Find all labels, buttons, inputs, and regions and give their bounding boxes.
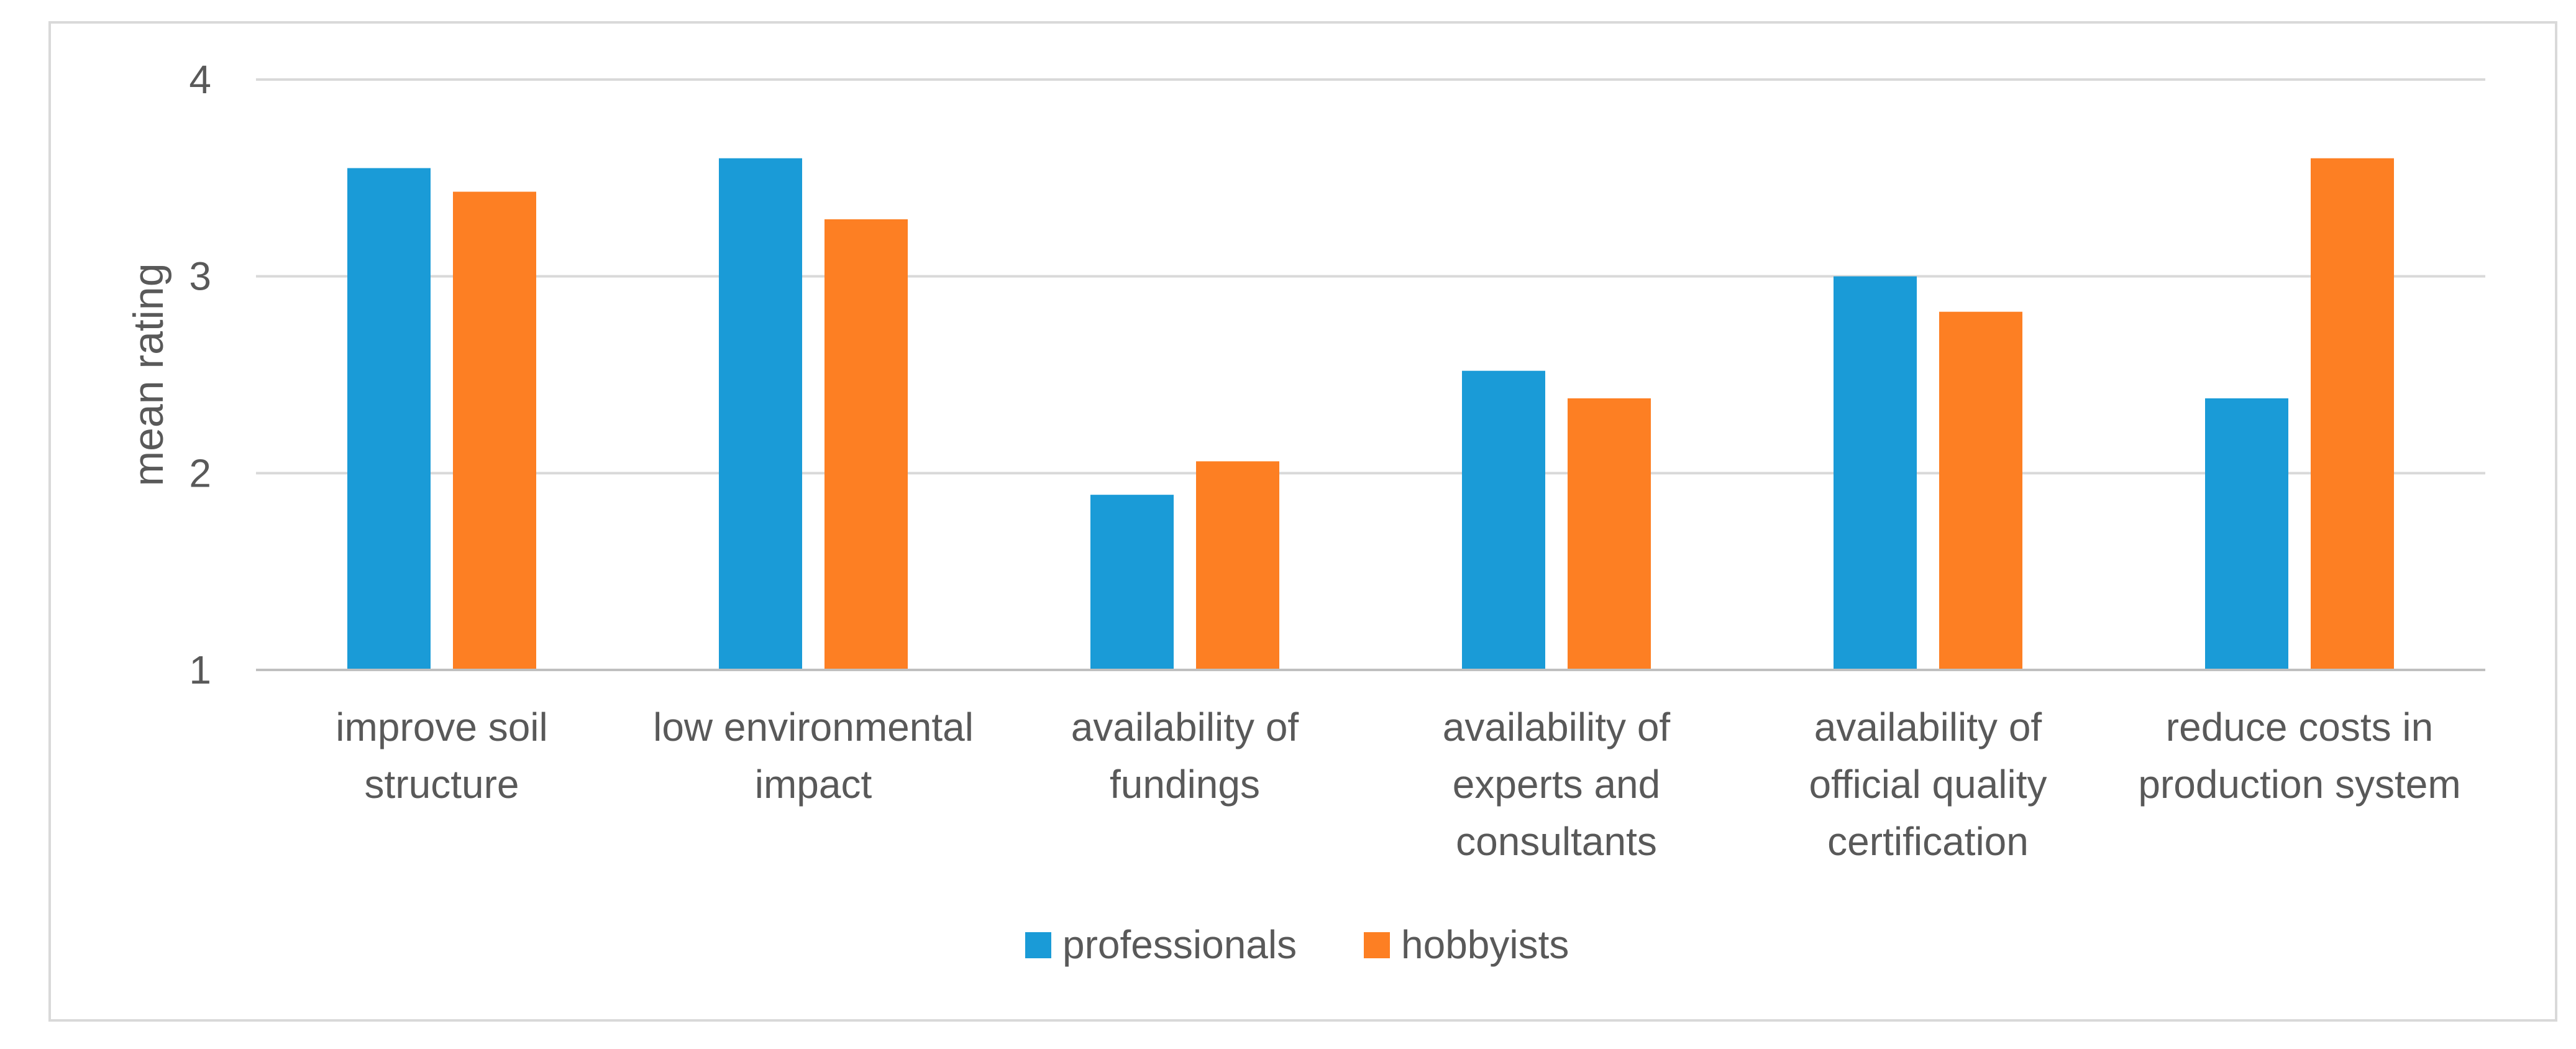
- y-tick-label-3: 3: [189, 254, 211, 299]
- x-tick-label-4-1: official quality: [1809, 762, 2047, 807]
- x-tick-label-5-1: production system: [2138, 762, 2460, 807]
- labels: 1 2 3 4 improve soil structure low environment…: [125, 57, 2461, 864]
- x-tick-label-1-1: impact: [755, 762, 872, 807]
- x-tick-label-3-1: experts and: [1453, 762, 1660, 807]
- bar-professionals-2: [1090, 495, 1174, 670]
- x-tick-label-1-0: low environmental: [653, 705, 974, 749]
- bar-hobbyists-1: [824, 219, 908, 670]
- legend-label-hobbyists: hobbyists: [1401, 922, 1569, 967]
- x-tick-label-4-2: certification: [1827, 819, 2029, 864]
- bar-professionals-4: [1834, 276, 1917, 671]
- bar-hobbyists-0: [453, 191, 536, 670]
- y-axis-title: mean rating: [125, 263, 172, 486]
- bar-hobbyists-5: [2311, 158, 2394, 670]
- x-tick-label-2-1: fundings: [1110, 762, 1260, 807]
- legend-label-professionals: professionals: [1062, 922, 1297, 967]
- bar-hobbyists-2: [1196, 461, 1279, 670]
- bar-professionals-0: [347, 168, 431, 670]
- x-tick-label-0-1: structure: [365, 762, 519, 807]
- gridlines: [256, 78, 2485, 475]
- y-tick-label-2: 2: [189, 451, 211, 495]
- bar-hobbyists-4: [1939, 311, 2022, 671]
- bar-hobbyists-3: [1568, 398, 1651, 670]
- y-tick-label-1: 1: [189, 648, 211, 692]
- legend-swatch-professionals: [1025, 932, 1051, 958]
- x-tick-label-4-0: availability of: [1814, 705, 2042, 749]
- bars: [347, 158, 2394, 671]
- x-tick-label-0-0: improve soil: [336, 705, 547, 749]
- x-tick-label-3-2: consultants: [1456, 819, 1657, 864]
- y-tick-label-4: 4: [189, 57, 211, 102]
- x-tick-label-5-0: reduce costs in: [2166, 705, 2433, 749]
- bar-professionals-5: [2205, 398, 2288, 670]
- x-tick-label-3-0: availability of: [1443, 705, 1671, 749]
- x-tick-label-2-0: availability of: [1071, 705, 1299, 749]
- legend-swatch-hobbyists: [1364, 932, 1390, 958]
- legend: professionals hobbyists: [1025, 922, 1569, 967]
- bar-professionals-1: [719, 158, 802, 670]
- bar-professionals-3: [1462, 370, 1545, 670]
